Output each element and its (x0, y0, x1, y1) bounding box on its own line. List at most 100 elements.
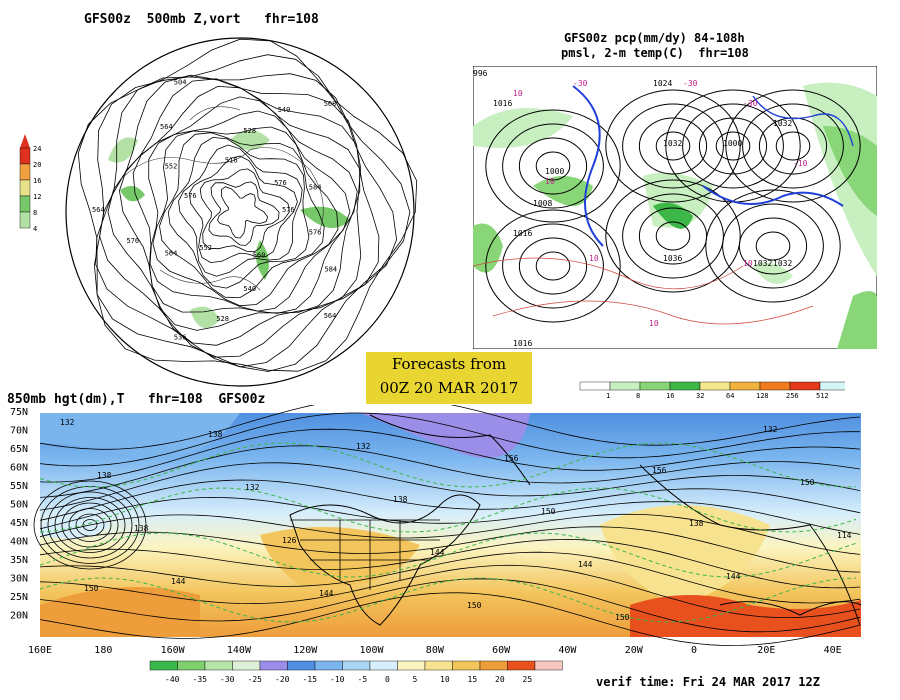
height-contour (39, 412, 860, 467)
contour-label: 564 (324, 312, 337, 320)
colorbar-tick: 24 (33, 145, 41, 153)
colorbar-swatch (342, 660, 371, 671)
colorbar-swatch (287, 660, 316, 671)
latitude-label: 25N (10, 592, 28, 603)
contour-label: 516 (225, 157, 238, 165)
pressure-contour (725, 89, 861, 203)
colorbar-swatch (19, 179, 31, 197)
colorbar-tick: -10 (330, 675, 345, 684)
pressure-label: 996 (473, 69, 488, 78)
longitude-label: 40E (824, 645, 842, 656)
colorbar-tick: 20 (33, 161, 41, 169)
height-contour (178, 144, 303, 277)
colorbar-swatch (699, 381, 731, 391)
colorbar-swatch (424, 660, 453, 671)
colorbar-swatch (19, 147, 31, 165)
colorbar-tick: 8 (636, 392, 640, 400)
contour-label: 540 (278, 106, 291, 114)
latitude-label: 20N (10, 611, 28, 622)
latitude-label: 45N (10, 518, 28, 529)
contour-label: 564 (165, 249, 178, 257)
longitude-label: 20E (757, 645, 775, 656)
verif-time: verif time: Fri 24 MAR 2017 12Z (596, 675, 820, 689)
height-label: 150 (541, 507, 556, 516)
pressure-contour (535, 151, 571, 181)
temperature-label: 10 (545, 177, 555, 186)
height-contour (39, 592, 861, 646)
height-contour (188, 155, 298, 264)
height-label: 150 (84, 584, 99, 593)
temperature-label: 10 (743, 259, 753, 268)
height-contours (33, 405, 861, 646)
pressure-contour (742, 103, 844, 189)
height-label: 138 (134, 524, 149, 533)
colorbar-swatch (19, 163, 31, 181)
panel-pcp-title-2: pmsl, 2-m temp(C) fhr=108 (561, 46, 749, 60)
colorbar-tick: 32 (696, 392, 704, 400)
height-label: 126 (282, 536, 297, 545)
pressure-label: 1008 (533, 199, 552, 208)
colorbar-swatch (759, 381, 791, 391)
latitude-label: 65N (10, 444, 28, 455)
contour-label: 576 (282, 206, 295, 214)
pressure-contour (722, 203, 824, 289)
low-contour (33, 480, 147, 570)
colorbar-swatch (534, 660, 563, 671)
height-contour (39, 462, 861, 511)
contour-label: 564 (160, 123, 173, 131)
pressure-contour (502, 123, 604, 209)
colorbar-tick: 15 (468, 675, 478, 684)
colorbar-tick: 25 (523, 675, 533, 684)
vorticity-shading (108, 130, 350, 328)
contour-label: 584 (309, 184, 322, 192)
contour-label: 576 (127, 237, 140, 245)
dashed-isotherm (39, 532, 857, 578)
contour-labels: 576 576 584 564 560 540 528 536 552 564 576 564 576 5… (92, 79, 337, 342)
height-label: 144 (430, 548, 445, 557)
height-label: 156 (652, 466, 667, 475)
colorbar-tick: -30 (220, 675, 235, 684)
height-label: 114 (837, 531, 852, 540)
pressure-contour (775, 131, 811, 161)
latitude-label: 50N (10, 500, 28, 511)
low-contour (47, 491, 133, 559)
height-contour (39, 479, 861, 521)
pressure-label: 1000 (545, 167, 564, 176)
latitude-label: 60N (10, 463, 28, 474)
height-contour (39, 551, 861, 604)
colorbar-swatch (609, 381, 641, 391)
colorbar-tick: 12 (33, 193, 41, 201)
height-label: 144 (578, 560, 593, 569)
colorbar-swatch (479, 660, 508, 671)
height-label: 132 (763, 425, 778, 434)
contour-label: 536 (174, 333, 187, 341)
colorbar-swatch (19, 195, 31, 213)
pressure-label: 1016 (493, 99, 512, 108)
contour-label: 552 (199, 244, 212, 252)
height-contour (77, 38, 418, 372)
colorbar-swatch (369, 660, 398, 671)
forecast-line-1: Forecasts from (391, 355, 507, 373)
pressure-contour (755, 231, 791, 261)
colorbar-tick: -5 (358, 675, 368, 684)
temperature-label: 10 (649, 319, 659, 328)
pressure-contour (638, 117, 708, 175)
colorbar-tick: 256 (786, 392, 799, 400)
colorbar-tick: 10 (440, 675, 450, 684)
contour-label: 584 (325, 266, 338, 274)
colorbar-tick: 20 (495, 675, 505, 684)
colorbar-swatch (232, 660, 261, 671)
colorbar-swatch (579, 381, 611, 391)
longitude-label: 20W (625, 645, 644, 656)
panel-850mb-title: 850mb hgt(dm),T fhr=108 GFS00z (7, 392, 266, 407)
borders (290, 519, 440, 590)
longitude-label: 60W (492, 645, 511, 656)
colorbar-tick: 1 (606, 392, 610, 400)
longitude-label: 180 (94, 645, 112, 656)
latitude-label: 75N (10, 407, 28, 418)
panel-500mb-title: GFS00z 500mb Z,vort fhr=108 (84, 12, 319, 27)
height-contour (39, 564, 861, 618)
pressure-label: 1000 (723, 139, 742, 148)
